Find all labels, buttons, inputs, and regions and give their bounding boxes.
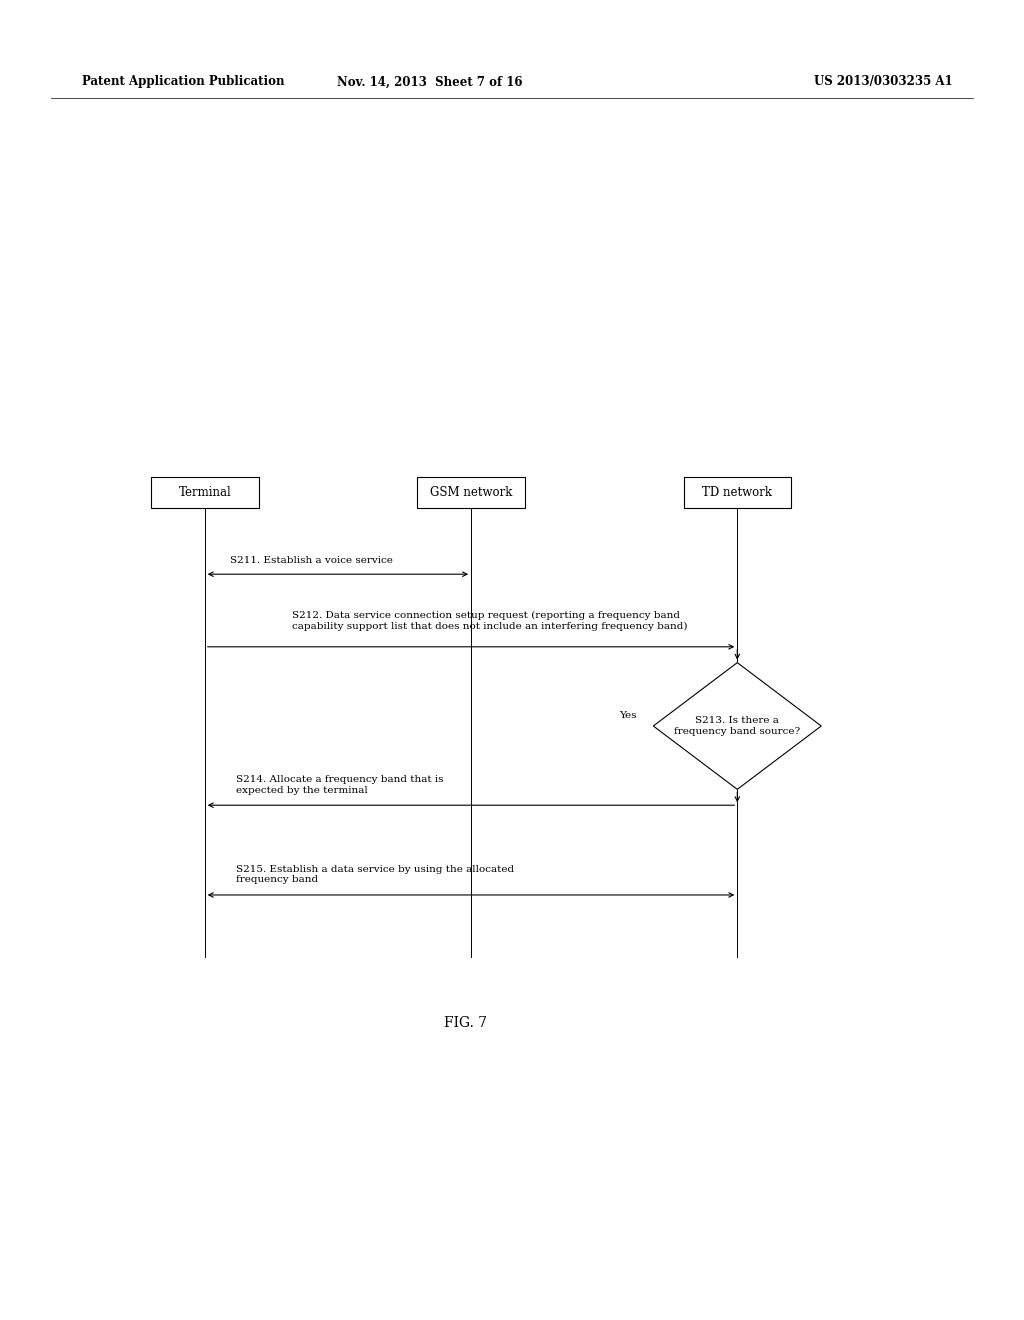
Text: Patent Application Publication: Patent Application Publication (82, 75, 285, 88)
Text: Terminal: Terminal (178, 486, 231, 499)
Text: S213. Is there a
frequency band source?: S213. Is there a frequency band source? (674, 717, 801, 735)
FancyBboxPatch shape (684, 477, 791, 508)
Text: Nov. 14, 2013  Sheet 7 of 16: Nov. 14, 2013 Sheet 7 of 16 (337, 75, 523, 88)
Text: FIG. 7: FIG. 7 (444, 1016, 487, 1030)
Text: TD network: TD network (702, 486, 772, 499)
Text: US 2013/0303235 A1: US 2013/0303235 A1 (814, 75, 952, 88)
Text: S215. Establish a data service by using the allocated
frequency band: S215. Establish a data service by using … (236, 865, 514, 884)
Text: S212. Data service connection setup request (reporting a frequency band
capabili: S212. Data service connection setup requ… (292, 611, 687, 631)
Text: GSM network: GSM network (430, 486, 512, 499)
Text: S214. Allocate a frequency band that is
expected by the terminal: S214. Allocate a frequency band that is … (236, 775, 443, 795)
FancyBboxPatch shape (418, 477, 525, 508)
Text: S211. Establish a voice service: S211. Establish a voice service (230, 556, 393, 565)
Text: Yes: Yes (620, 711, 637, 719)
Polygon shape (653, 663, 821, 789)
FancyBboxPatch shape (152, 477, 258, 508)
